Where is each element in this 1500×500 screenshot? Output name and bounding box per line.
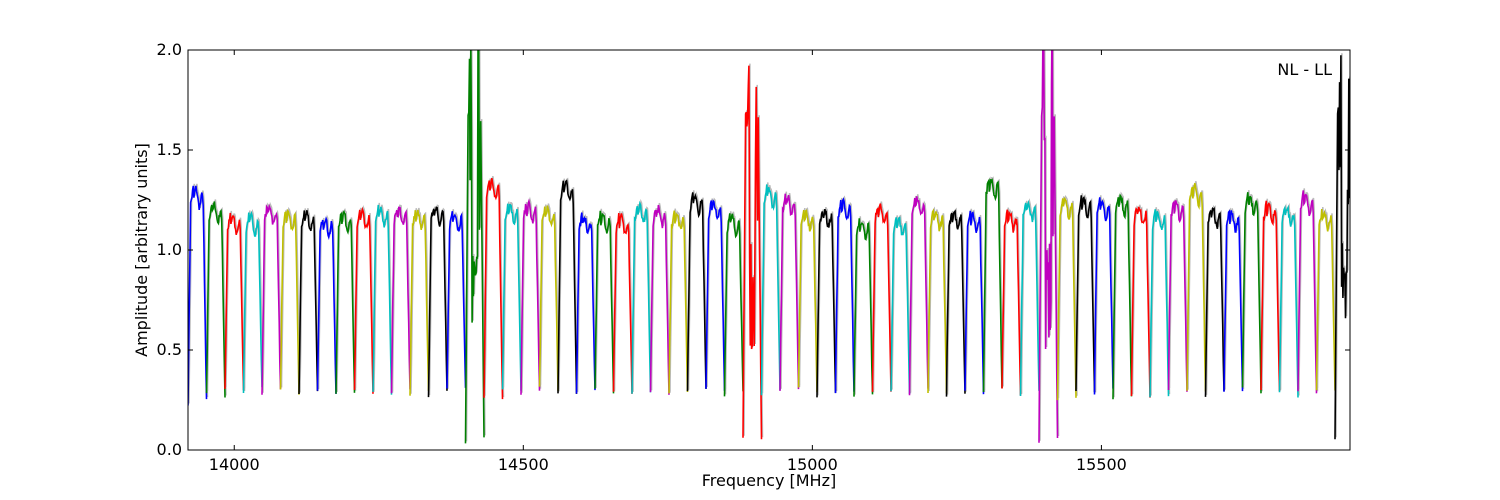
band-line-16 bbox=[483, 177, 504, 400]
band-line-28 bbox=[705, 199, 726, 391]
band-line-31 bbox=[760, 184, 781, 396]
band-line-52 bbox=[1149, 209, 1170, 398]
x-tick-label-3: 15500 bbox=[1076, 455, 1127, 474]
band-line-22 bbox=[594, 210, 615, 394]
band-line-18 bbox=[520, 198, 541, 395]
reference-band-37 bbox=[872, 201, 893, 390]
band-line-54 bbox=[1186, 183, 1207, 392]
band-line-37 bbox=[871, 203, 892, 392]
band-line-47 bbox=[1056, 196, 1077, 401]
band-line-34 bbox=[816, 208, 837, 398]
band-series-group bbox=[188, 50, 1350, 444]
band-line-50 bbox=[1112, 193, 1133, 400]
band-line-42 bbox=[964, 210, 985, 395]
band-line-20 bbox=[557, 179, 578, 394]
band-line-56 bbox=[1223, 209, 1244, 392]
band-line-55 bbox=[1204, 206, 1225, 397]
x-tick-label-2: 15000 bbox=[787, 455, 838, 474]
reference-band-14 bbox=[447, 209, 468, 387]
x-tick-label-0: 14000 bbox=[209, 455, 260, 474]
band-line-49 bbox=[1093, 197, 1114, 395]
band-line-3 bbox=[242, 210, 263, 394]
band-line-9 bbox=[353, 206, 374, 394]
band-line-43 bbox=[982, 178, 1003, 393]
band-line-36 bbox=[853, 218, 874, 397]
band-line-24 bbox=[631, 200, 652, 394]
y-axis: 0.0 0.5 1.0 1.5 2.0 bbox=[157, 40, 1350, 459]
band-line-1 bbox=[205, 201, 226, 398]
band-line-45 bbox=[1019, 199, 1040, 397]
y-tick-label-1: 0.5 bbox=[157, 340, 182, 359]
y-tick-label-2: 1.0 bbox=[157, 240, 182, 259]
band-line-19 bbox=[538, 205, 559, 391]
band-line-35 bbox=[834, 197, 855, 394]
band-line-5 bbox=[279, 208, 300, 395]
band-line-40 bbox=[927, 208, 948, 394]
x-tick-label-1: 14500 bbox=[498, 455, 549, 474]
band-line-39 bbox=[908, 196, 929, 396]
band-line-2 bbox=[224, 212, 245, 391]
x-axis-label: Frequency [MHz] bbox=[702, 471, 836, 490]
reference-band-11 bbox=[391, 204, 412, 392]
band-line-0 bbox=[188, 185, 208, 406]
y-tick-label-3: 1.5 bbox=[157, 140, 182, 159]
band-line-4 bbox=[261, 203, 282, 395]
band-line-27 bbox=[686, 192, 707, 392]
band-line-12 bbox=[409, 209, 430, 396]
reference-band-23 bbox=[613, 211, 634, 392]
band-line-6 bbox=[298, 210, 319, 395]
band-line-61 bbox=[1315, 209, 1336, 391]
band-line-60 bbox=[1297, 190, 1318, 394]
band-line-51 bbox=[1130, 206, 1151, 398]
y-tick-label-4: 2.0 bbox=[157, 40, 182, 59]
band-line-59 bbox=[1278, 204, 1299, 398]
band-line-58 bbox=[1260, 200, 1281, 392]
y-tick-label-0: 0.0 bbox=[157, 440, 182, 459]
band-line-23 bbox=[612, 213, 633, 394]
band-line-53 bbox=[1167, 200, 1188, 392]
band-line-10 bbox=[372, 204, 393, 395]
band-line-7 bbox=[316, 216, 337, 394]
band-line-57 bbox=[1241, 192, 1262, 394]
band-line-41 bbox=[945, 209, 966, 397]
band-line-33 bbox=[797, 209, 818, 393]
band-line-44 bbox=[1001, 209, 1022, 396]
band-line-13 bbox=[427, 206, 448, 398]
channel-annotation: NL - LL bbox=[1277, 60, 1332, 79]
band-line-46 bbox=[1038, 50, 1059, 443]
band-line-21 bbox=[575, 212, 596, 394]
band-line-29 bbox=[723, 213, 744, 397]
band-line-17 bbox=[501, 203, 522, 391]
plot-frame bbox=[187, 49, 1351, 451]
band-line-15 bbox=[464, 50, 485, 444]
band-line-26 bbox=[668, 210, 689, 394]
reference-band-51 bbox=[1131, 204, 1152, 396]
band-line-25 bbox=[649, 204, 670, 395]
band-line-8 bbox=[335, 209, 356, 394]
y-axis-label: Amplitude [arbitrary units] bbox=[132, 143, 151, 357]
band-line-11 bbox=[390, 206, 411, 394]
band-line-48 bbox=[1075, 195, 1096, 393]
x-axis: 14000 14500 15000 15500 bbox=[209, 50, 1127, 474]
band-line-30 bbox=[742, 65, 763, 440]
band-line-32 bbox=[779, 193, 800, 391]
band-line-62 bbox=[1334, 55, 1350, 440]
band-line-14 bbox=[446, 211, 467, 389]
band-line-38 bbox=[890, 216, 911, 395]
